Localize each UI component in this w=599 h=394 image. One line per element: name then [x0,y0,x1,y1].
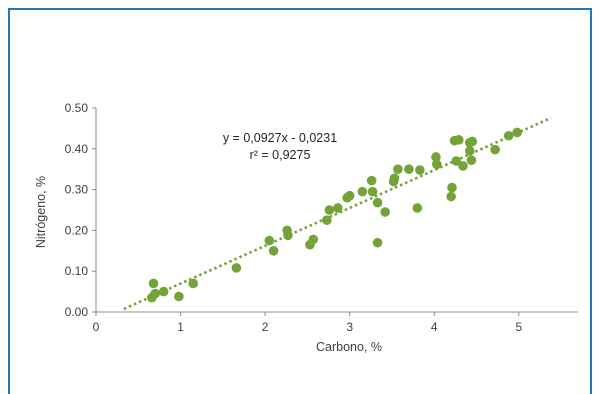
data-point [389,173,400,183]
data-point [150,288,160,299]
data-point [268,246,279,256]
data-point [412,203,423,213]
axes [95,108,578,313]
data-point [283,230,293,241]
x-tick-label: 2 [262,320,269,334]
y-tick-label: 0.40 [65,142,89,156]
r-squared-label: r² = 0,9275 [250,148,311,162]
x-tick-labels: 0 1 2 3 4 5 [93,312,522,334]
data-point [512,127,522,138]
data-point [453,135,464,145]
data-point [466,155,477,166]
data-point [451,156,462,166]
x-tick-label: 4 [431,320,438,334]
data-points [147,127,522,303]
y-axis-title: Nitrógeno, % [34,176,48,248]
x-tick-label: 1 [177,320,184,334]
data-point [367,186,378,197]
x-tick-label: 3 [346,320,353,334]
frame-border [8,8,592,394]
data-point [308,234,319,245]
data-point [446,191,456,202]
data-point [503,130,514,141]
data-point [447,182,457,193]
data-point [188,278,199,289]
data-point [467,136,478,147]
x-axis-title: Carbono, % [316,340,382,354]
data-point [464,146,475,156]
data-point [174,291,184,302]
data-point [264,235,275,246]
data-point [380,207,391,217]
data-point [431,152,441,162]
data-point [324,205,335,215]
chart-frame: 0.00 0.10 0.20 0.30 0.40 0.50 0 1 2 3 4 5 y = 0,09… [8,8,592,394]
data-point [458,161,468,171]
data-point [322,215,332,225]
data-point [231,263,242,273]
x-tick-label: 0 [93,320,100,334]
y-tick-label: 0.20 [65,223,89,237]
data-point [158,286,169,297]
data-point [393,164,403,174]
data-point [415,165,425,175]
data-point [344,190,355,201]
y-tick-label: 0.30 [65,183,89,197]
data-point [148,278,159,289]
data-point [404,164,414,174]
data-point [333,203,343,213]
data-point [366,175,377,186]
data-point [357,186,368,197]
data-point [372,237,383,248]
y-tick-label: 0.00 [65,305,89,319]
y-tick-label: 0.50 [65,101,89,115]
y-tick-labels: 0.00 0.10 0.20 0.30 0.40 0.50 [65,101,96,319]
data-point [372,197,383,208]
trendline [123,116,552,311]
data-point [490,144,500,155]
y-tick-label: 0.10 [65,264,89,278]
data-point [431,159,442,170]
scatter-chart: 0.00 0.10 0.20 0.30 0.40 0.50 0 1 2 3 4 5 y = 0,09… [8,8,592,394]
trendline-equation: y = 0,0927x - 0,0231 [223,131,337,145]
x-tick-label: 5 [515,320,522,334]
